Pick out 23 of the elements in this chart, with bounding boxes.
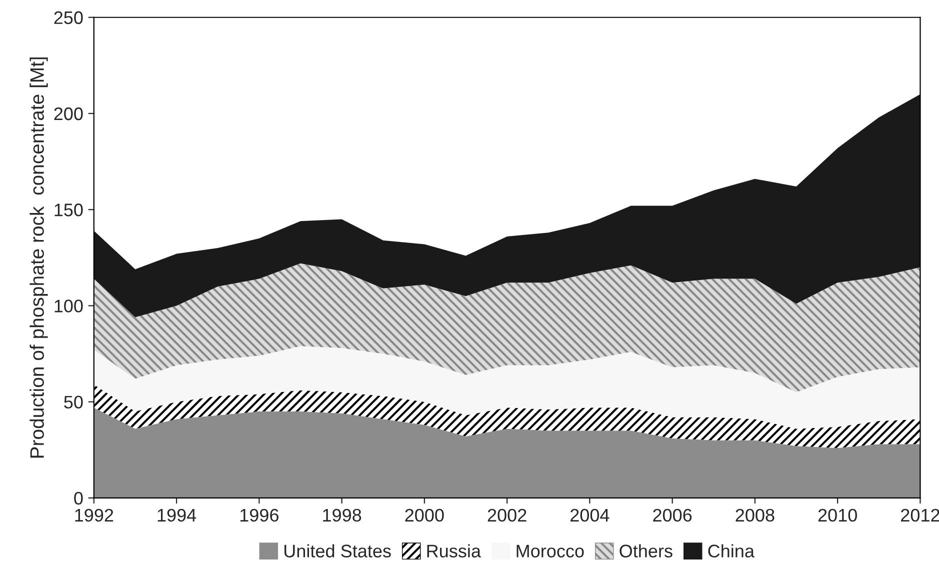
x-tick-label: 2004	[570, 508, 610, 522]
legend-label: Morocco	[516, 544, 584, 558]
y-tick-label: 50	[64, 396, 83, 409]
x-tick-label: 2002	[488, 508, 526, 522]
x-tick-label: 1996	[240, 508, 278, 522]
legend-label: China	[708, 544, 754, 558]
x-tick-label: 1992	[75, 508, 114, 522]
legend-label: Others	[620, 544, 672, 558]
x-tick-label: 1998	[323, 508, 362, 522]
x-tick-label: 2006	[653, 508, 692, 522]
x-tick-label: 1994	[158, 508, 196, 522]
y-axis-title: Production of phosphate rock concentrate [Mt]	[30, 57, 48, 458]
y-tick-label: 150	[54, 204, 83, 216]
y-tick-label: 100	[54, 300, 83, 312]
legend-label: United States	[284, 544, 391, 558]
x-tick-label: 2008	[736, 508, 774, 522]
x-tick-label: 2000	[405, 508, 444, 522]
y-tick-label: 0	[74, 492, 83, 505]
x-tick-label: 2010	[818, 508, 857, 522]
y-tick-label: 250	[54, 11, 83, 24]
y-tick-label: 200	[54, 107, 83, 120]
legend-label: Russia	[427, 544, 481, 558]
x-tick-label: 2012	[901, 508, 939, 522]
